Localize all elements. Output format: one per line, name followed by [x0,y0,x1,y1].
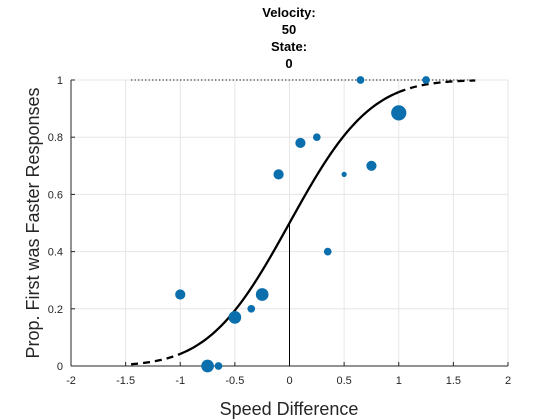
title-line-state-value: 0 [285,56,292,71]
data-point [422,76,430,84]
data-point [175,289,186,300]
x-tick-label: -0.5 [225,375,244,387]
x-tick-label: 0.5 [336,375,351,387]
fit-curve [130,79,476,366]
data-point [228,311,242,324]
title-line-velocity-value: 50 [282,22,296,37]
reference-lines [131,79,476,366]
data-point [366,160,377,171]
x-tick-label: 1.5 [446,375,461,387]
y-tick-label: 0.8 [48,132,63,144]
data-point [201,359,214,373]
y-tick-label: 0 [57,361,63,373]
y-tick-label: 0.4 [48,247,63,259]
x-tick-label: -1.5 [116,375,135,387]
y-axis-label: Prop. First was Faster Responses [23,87,43,358]
data-points [175,76,430,373]
x-tick-label: 0 [286,375,292,387]
data-point [356,76,365,84]
y-tick-label: 0.6 [48,189,63,201]
data-point [295,137,306,149]
fit-curve-upper-dashed [398,79,476,94]
y-tick-label: 1 [57,75,63,87]
x-axis-ticks: -2 -1.5 -1 -0.5 0 0.5 1 1.5 2 [66,362,511,387]
y-tick-label: 0.2 [48,304,63,316]
chart-title: Velocity: 50 State: 0 [262,5,315,71]
x-tick-label: -2 [66,375,76,387]
title-line-velocity-label: Velocity: [262,5,315,20]
title-line-state-label: State: [271,39,307,54]
data-point [214,362,223,370]
data-point [247,304,256,313]
fit-curve-solid [179,91,400,355]
y-axis-ticks: 0 0.2 0.4 0.6 0.8 1 [48,75,75,373]
x-axis-label: Speed Difference [220,399,359,419]
x-tick-label: -1 [175,375,185,387]
x-tick-label: 2 [505,375,511,387]
data-point [323,247,332,256]
x-tick-label: 1 [396,375,402,387]
data-point [255,288,269,301]
data-point [341,171,347,177]
data-point [391,105,407,121]
fit-curve-lower-dashed [130,352,181,366]
data-point [312,133,321,142]
data-point [273,169,284,180]
